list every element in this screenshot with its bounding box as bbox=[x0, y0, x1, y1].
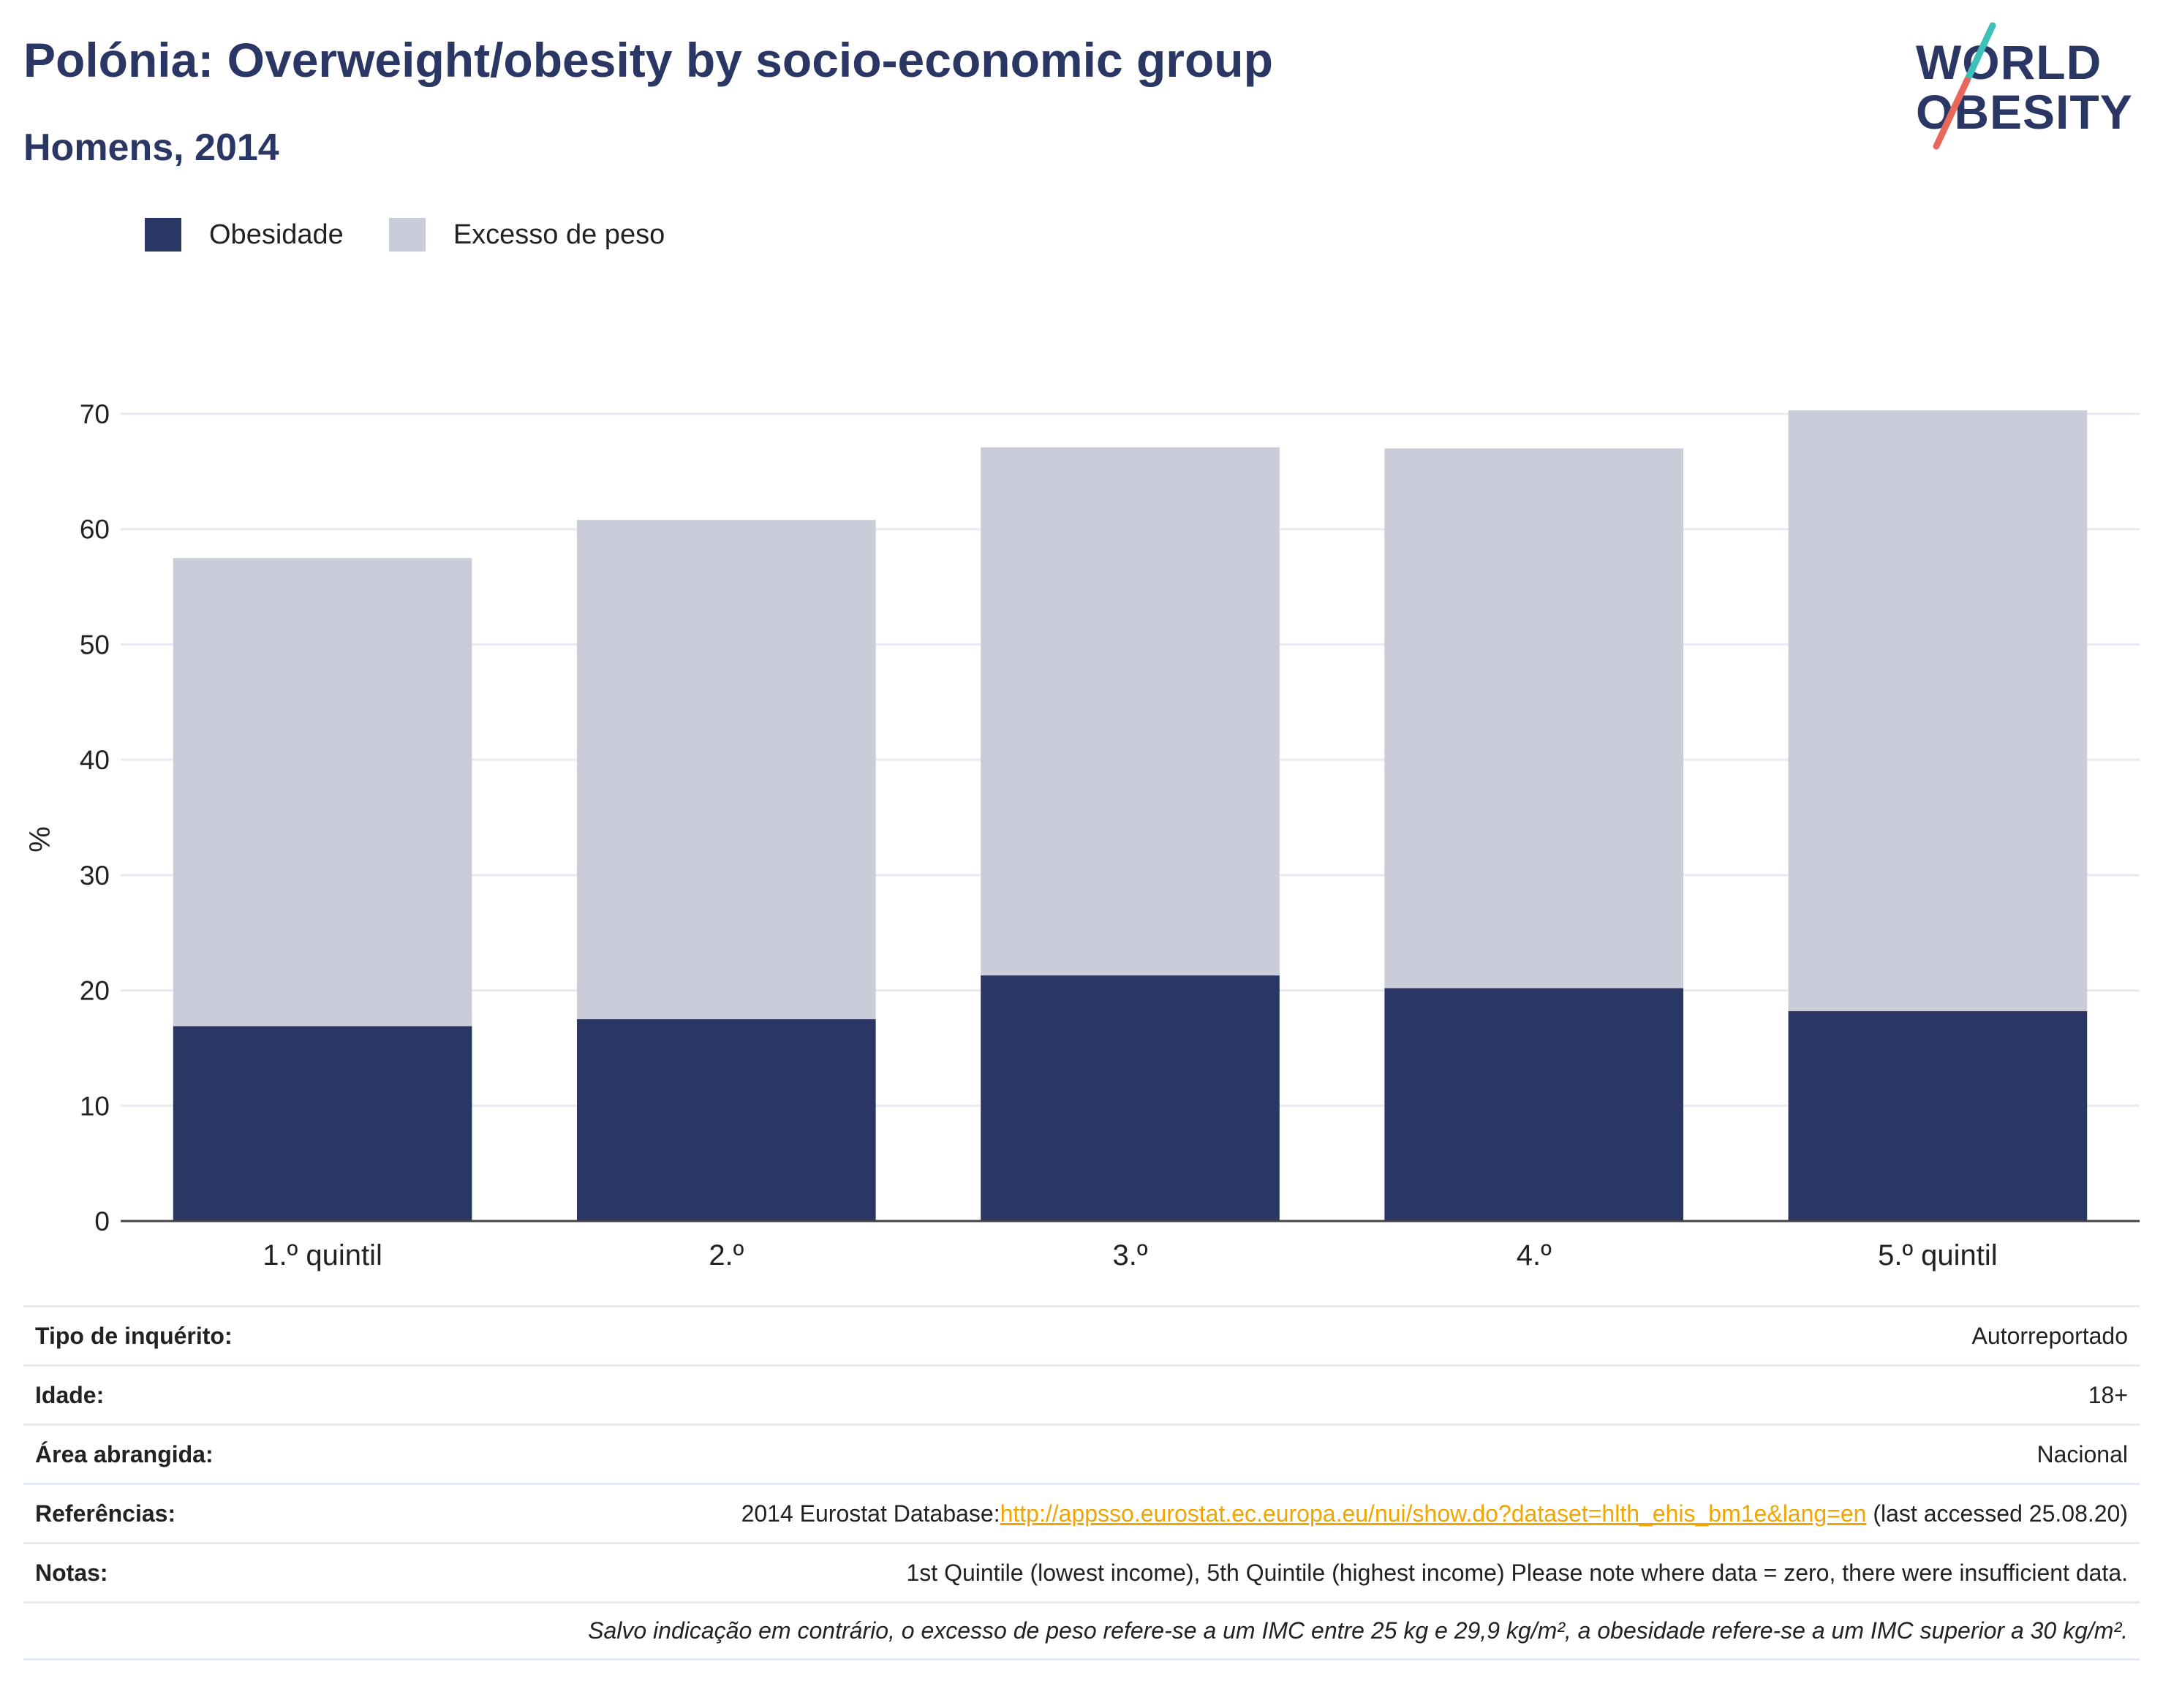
y-axis-ticks: 0 10 20 30 40 50 60 70 bbox=[80, 399, 110, 1236]
bar-obesidade-1[interactable] bbox=[173, 1026, 472, 1221]
bar-excesso-de-peso-5[interactable] bbox=[1788, 410, 2088, 1011]
y-tick-label: 70 bbox=[80, 399, 110, 429]
info-key: Tipo de inquérito: bbox=[35, 1322, 233, 1349]
info-key: Área abrangida: bbox=[35, 1440, 214, 1467]
info-key: Notas: bbox=[35, 1559, 108, 1586]
world-obesity-logo: WORLD OBESITY bbox=[1909, 22, 2150, 154]
info-key: Referências: bbox=[35, 1500, 176, 1527]
legend-label-excesso-de-peso: Excesso de peso bbox=[453, 219, 665, 250]
chart-subtitle: Homens, 2014 bbox=[23, 126, 279, 169]
info-value: 18+ bbox=[2088, 1381, 2128, 1408]
info-key: Idade: bbox=[35, 1381, 105, 1408]
legend-swatch-obesidade bbox=[145, 218, 181, 252]
bar-obesidade-4[interactable] bbox=[1384, 988, 1684, 1221]
info-value-references: 2014 Eurostat Database:http://appsso.eur… bbox=[741, 1500, 2128, 1527]
y-tick-label: 20 bbox=[80, 976, 110, 1006]
y-tick-label: 0 bbox=[94, 1206, 110, 1236]
legend-item-obesidade[interactable]: Obesidade bbox=[145, 218, 344, 252]
info-row-notes: Notas: 1st Quintile (lowest income), 5th… bbox=[23, 1542, 2140, 1601]
bar-excesso-de-peso-3[interactable] bbox=[981, 447, 1280, 976]
bar-excesso-de-peso-1[interactable] bbox=[173, 558, 472, 1027]
info-value: 1st Quintile (lowest income), 5th Quinti… bbox=[906, 1559, 2129, 1586]
footnote-text: Salvo indicação em contrário, o excesso … bbox=[588, 1617, 2128, 1644]
logo-text-world: WORLD bbox=[1916, 35, 2102, 89]
x-tick-label: 5.º quintil bbox=[1878, 1239, 1998, 1271]
x-axis-labels: 1.º quintil 2.º 3.º 4.º 5.º quintil bbox=[263, 1239, 1997, 1271]
bar-excesso-de-peso-2[interactable] bbox=[576, 520, 876, 1019]
info-row-footnote: Salvo indicação em contrário, o excesso … bbox=[23, 1601, 2140, 1660]
info-value: Autorreportado bbox=[1971, 1322, 2128, 1349]
info-row-age: Idade: 18+ bbox=[23, 1364, 2140, 1424]
logo-slash-icon bbox=[1933, 22, 1996, 150]
info-row-area: Área abrangida: Nacional bbox=[23, 1424, 2140, 1483]
bar-chart: 0 10 20 30 40 50 60 70 1.º quintil 2.º 3.º 4.º 5.º … bbox=[24, 399, 2140, 1271]
y-tick-label: 30 bbox=[80, 861, 110, 891]
references-link[interactable]: http://appsso.eurostat.ec.europa.eu/nui/… bbox=[1000, 1500, 1867, 1527]
legend-item-excesso-de-peso[interactable]: Excesso de peso bbox=[388, 218, 665, 252]
x-tick-label: 3.º bbox=[1113, 1239, 1148, 1271]
bar-obesidade-5[interactable] bbox=[1788, 1010, 2088, 1221]
chart-legend: Obesidade Excesso de peso bbox=[145, 218, 710, 252]
legend-label-obesidade: Obesidade bbox=[209, 219, 344, 250]
y-tick-label: 10 bbox=[80, 1091, 110, 1121]
y-axis-title: % bbox=[24, 826, 56, 853]
x-tick-label: 4.º bbox=[1517, 1239, 1552, 1271]
references-prefix: 2014 Eurostat Database: bbox=[741, 1500, 1000, 1527]
info-row-references: Referências: 2014 Eurostat Database:http… bbox=[23, 1483, 2140, 1542]
y-tick-label: 60 bbox=[80, 515, 110, 545]
bar-obesidade-3[interactable] bbox=[981, 975, 1280, 1221]
x-tick-label: 2.º bbox=[709, 1239, 744, 1271]
legend-swatch-excesso-de-peso bbox=[388, 218, 426, 252]
info-table: Tipo de inquérito: Autorreportado Idade:… bbox=[23, 1305, 2140, 1660]
info-value: Nacional bbox=[2036, 1440, 2128, 1467]
chart-title: Polónia: Overweight/obesity by socio-eco… bbox=[23, 33, 1273, 87]
references-suffix: (last accessed 25.08.20) bbox=[1866, 1500, 2128, 1527]
info-row-survey-type: Tipo de inquérito: Autorreportado bbox=[23, 1305, 2140, 1364]
y-tick-label: 50 bbox=[80, 630, 110, 660]
bar-obesidade-2[interactable] bbox=[576, 1019, 876, 1221]
y-tick-label: 40 bbox=[80, 745, 110, 775]
x-tick-label: 1.º quintil bbox=[263, 1239, 382, 1271]
bar-excesso-de-peso-4[interactable] bbox=[1384, 448, 1684, 989]
bars bbox=[173, 410, 2088, 1221]
